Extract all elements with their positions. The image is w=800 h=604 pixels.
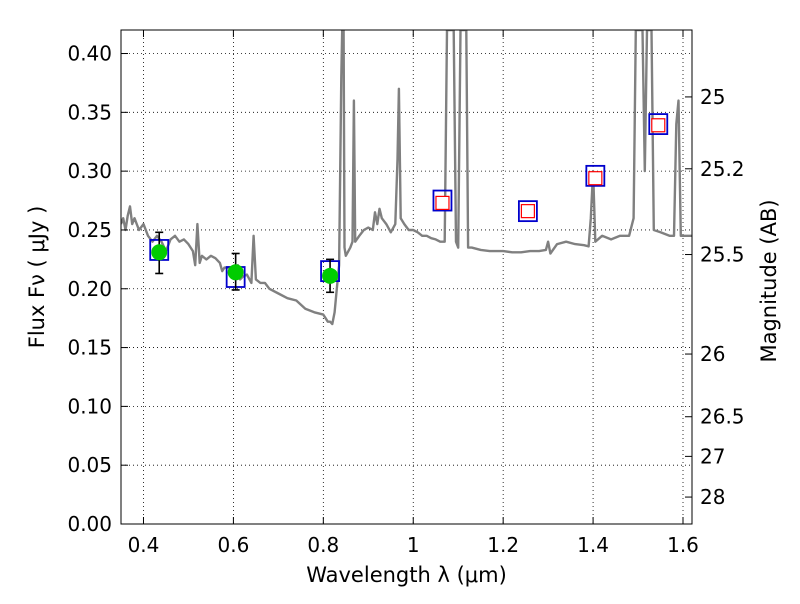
- y2-tick-label: 25: [700, 85, 725, 109]
- photometry-markers-layer: [149, 113, 669, 294]
- x-tick-label: 1.6: [667, 533, 699, 557]
- y2-axis-label: Magnitude (AB): [757, 199, 781, 362]
- y2-tick-label: 25.2: [700, 157, 745, 181]
- observed-flux-point: [322, 267, 339, 284]
- model-flux-square: [432, 189, 453, 212]
- model-spectrum-layer: [121, 30, 692, 326]
- model-flux-square: [517, 200, 538, 223]
- y-tick-label: 0.25: [67, 218, 112, 242]
- y2-tick-label: 28: [700, 485, 725, 509]
- y-tick-label: 0.15: [67, 336, 112, 360]
- upper-limit-square: [435, 195, 450, 210]
- upper-limit-square: [520, 204, 535, 219]
- plot-frame: [120, 29, 693, 525]
- observed-flux-point: [151, 244, 168, 261]
- x-tick-label: 0.4: [128, 533, 160, 557]
- x-tick-label: 1: [407, 533, 420, 557]
- upper-limit-square: [651, 118, 666, 133]
- y2-tick-label: 25.5: [700, 243, 745, 267]
- y-tick-label: 0.30: [67, 159, 112, 183]
- y-tick-label: 0.05: [67, 453, 112, 477]
- y-tick-label: 0.20: [67, 277, 112, 301]
- x-tick-label: 1.4: [577, 533, 609, 557]
- x-axis-label: Wavelength λ (μm): [306, 563, 507, 587]
- y-tick-label: 0.35: [67, 100, 112, 124]
- x-tick-label: 0.6: [217, 533, 249, 557]
- y-tick-label: 0.10: [67, 394, 112, 418]
- x-tick-label: 0.8: [307, 533, 339, 557]
- model-flux-square: [648, 113, 669, 135]
- y2-tick-label: 27: [700, 444, 725, 468]
- model-flux-square: [585, 164, 606, 187]
- y-tick-label: 0.00: [67, 512, 112, 536]
- upper-limit-square: [588, 171, 603, 186]
- y-tick-label: 0.40: [67, 42, 112, 66]
- y-axis-label: Flux Fν ( μJy ): [25, 206, 49, 349]
- x-tick-label: 1.2: [487, 533, 519, 557]
- y2-tick-label: 26: [700, 342, 725, 366]
- observed-flux-point: [227, 264, 244, 281]
- model-spectrum-line: [121, 30, 692, 326]
- axis-ticks: 0.4 0.6 0.8 1 1.2 1.4 1.6 0.00 0.05 0.10 0.15 0.20 0…: [67, 30, 745, 557]
- y2-tick-label: 26.5: [700, 405, 745, 429]
